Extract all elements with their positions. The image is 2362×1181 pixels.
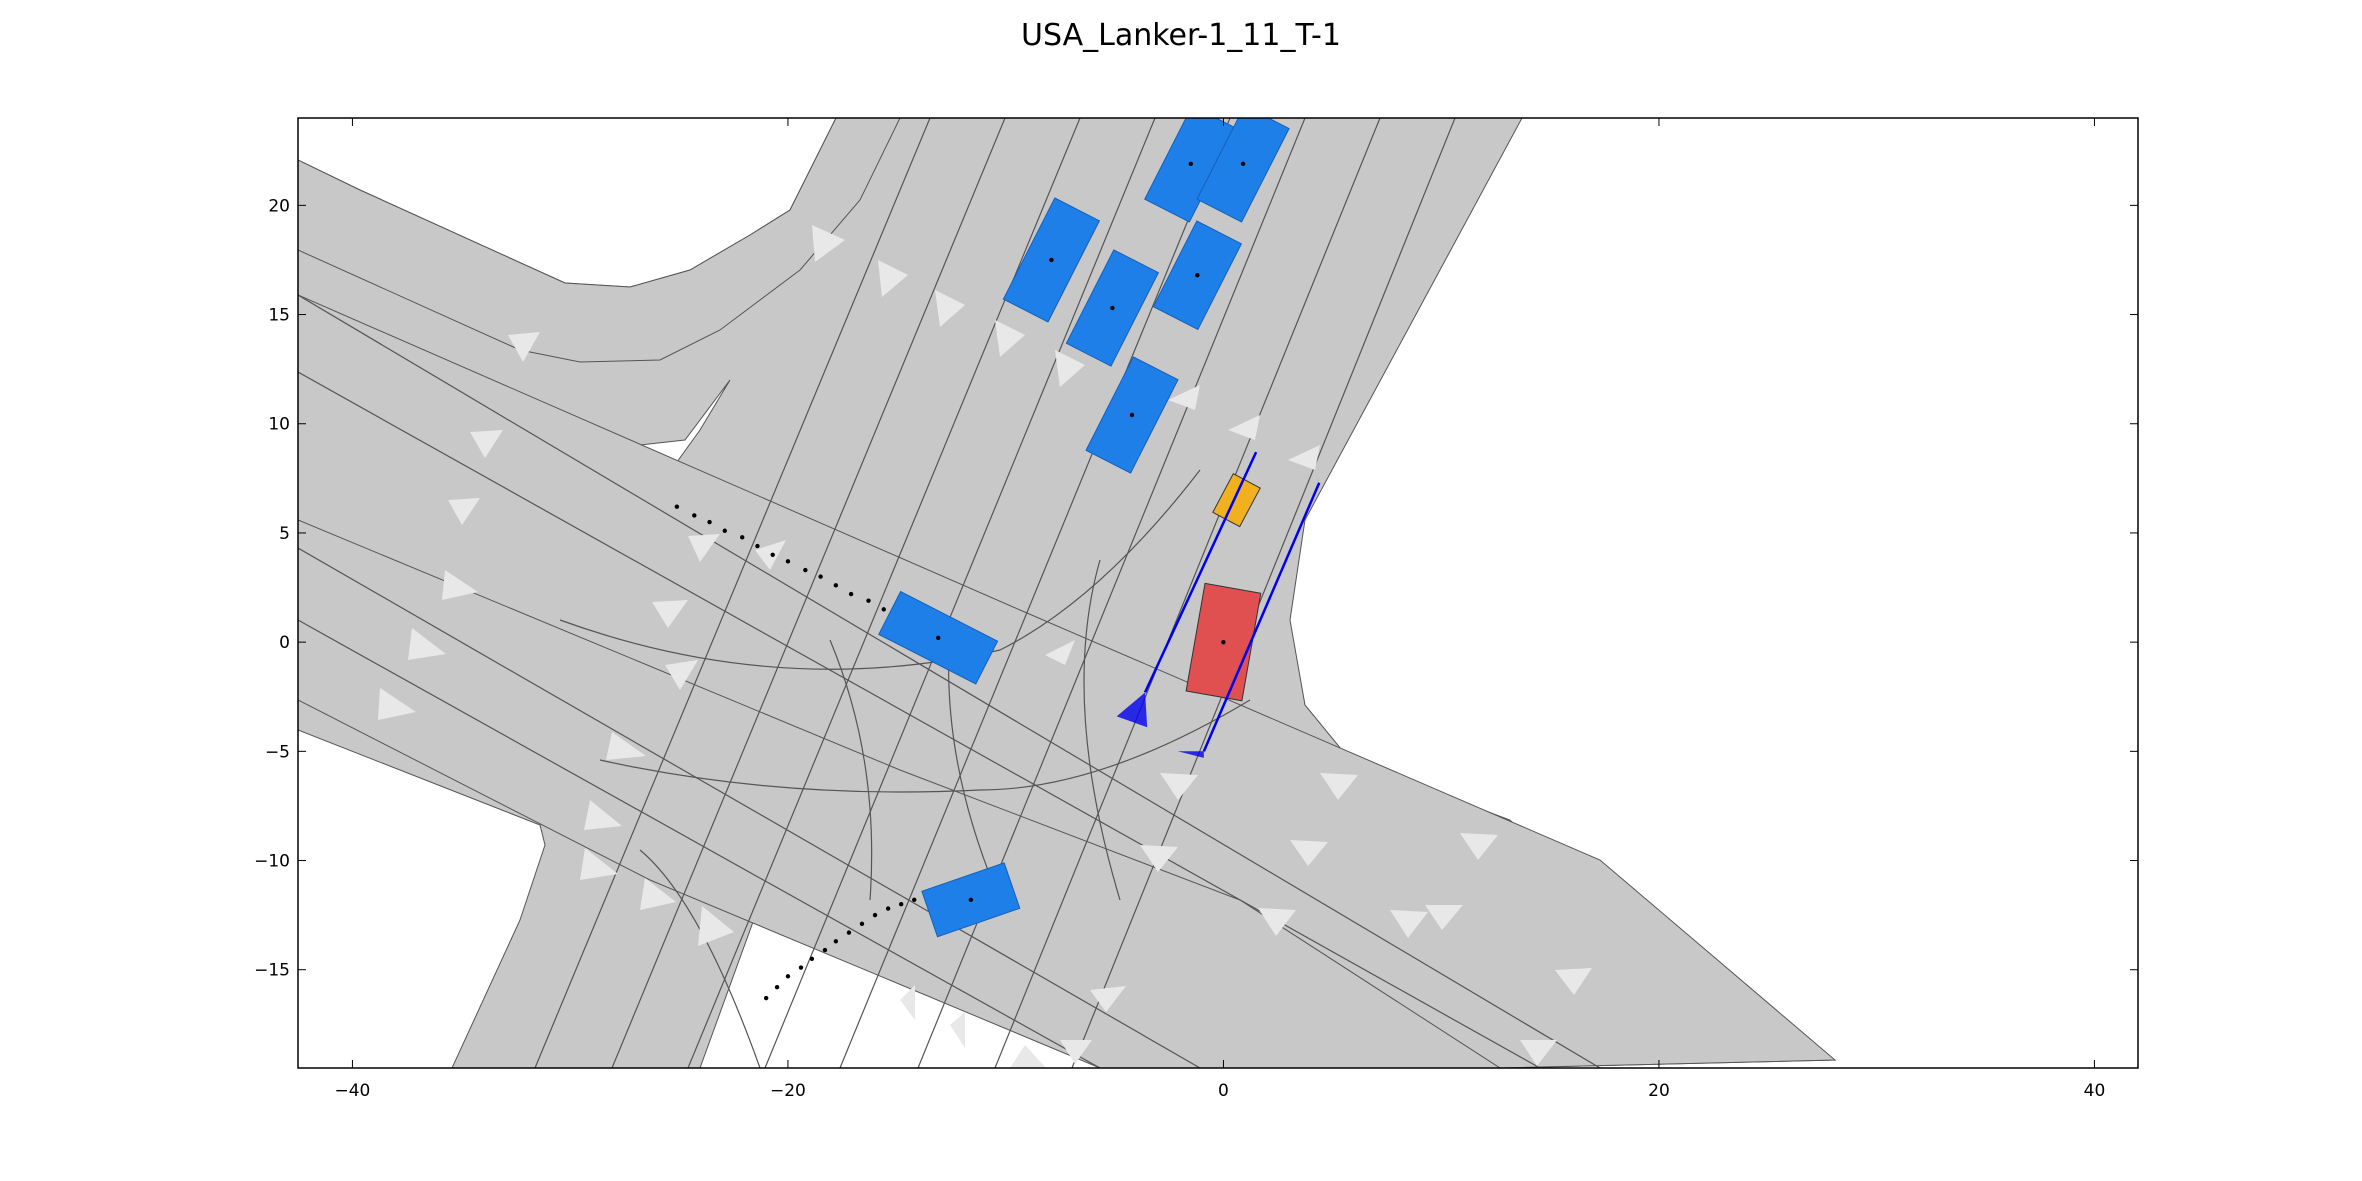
obstacle-center-point	[1195, 273, 1200, 278]
sensor-cone	[1116, 692, 1148, 728]
trajectory-point	[833, 583, 839, 588]
trajectory-point	[848, 591, 854, 597]
obstacle-vehicles	[878, 118, 1290, 938]
obstacle-center-point	[1129, 412, 1135, 418]
sensor-ray	[1143, 451, 1258, 693]
obstacle-vehicle	[1144, 118, 1238, 223]
lane-arrows	[378, 225, 1592, 1068]
y-tick-label: 20	[268, 196, 290, 216]
trajectory-point	[872, 912, 878, 918]
trajectory-point	[818, 574, 823, 579]
obstacle-vehicle	[1196, 118, 1290, 223]
x-tick-label: 0	[1218, 1081, 1229, 1101]
road-network	[298, 118, 1837, 1068]
ego-center-point	[1221, 639, 1226, 645]
y-tick-label: 5	[279, 524, 290, 544]
y-axis: 20 15 10 5 0 −5 −10 −15	[254, 196, 2138, 981]
y-tick-label: 0	[279, 633, 290, 653]
trajectory-point	[763, 995, 769, 1001]
x-axis: −40 −20 0 20 40	[334, 118, 2105, 1101]
obstacle-center-point	[1240, 161, 1246, 167]
pedestrian-obstacle	[1212, 473, 1261, 528]
trajectory-point	[674, 504, 680, 509]
trajectory-point	[833, 939, 839, 944]
trajectory-point	[774, 984, 780, 990]
trajectory-point	[846, 930, 852, 935]
trajectory-point	[707, 519, 712, 525]
x-tick-label: −40	[334, 1081, 370, 1101]
obstacle-center-point	[1110, 305, 1115, 311]
trajectory-point	[740, 535, 745, 540]
trajectory-point	[798, 965, 804, 970]
trajectory-point	[692, 513, 697, 518]
trajectory-point	[822, 947, 828, 953]
sensor-layer	[1116, 451, 1321, 758]
x-tick-label: 40	[2084, 1081, 2106, 1101]
trajectory-point	[859, 921, 865, 927]
obstacle-center-point	[968, 897, 974, 903]
trajectory-point	[809, 956, 815, 962]
axes-frame	[297, 117, 2139, 1069]
obstacle-center-point	[1049, 257, 1054, 263]
y-tick-label: −10	[254, 852, 290, 872]
road-ramp-left	[298, 118, 901, 363]
trajectory-point	[881, 607, 886, 612]
y-tick-label: 15	[268, 306, 290, 326]
trajectory-point	[885, 906, 891, 911]
obstacle-center-point	[1188, 161, 1193, 167]
trajectory-point	[912, 897, 917, 903]
x-tick-label: 20	[1648, 1081, 1670, 1101]
trajectory-point	[755, 543, 760, 549]
trajectory-point	[785, 974, 791, 979]
trajectory-point	[722, 528, 727, 533]
figure-title: USA_Lanker-1_11_T-1	[1021, 18, 1341, 53]
y-tick-label: −5	[265, 742, 290, 762]
y-tick-label: −15	[254, 961, 290, 981]
trajectory-point	[803, 567, 808, 573]
y-tick-label: 10	[268, 415, 290, 435]
trajectory-point	[898, 902, 904, 907]
x-tick-label: −20	[770, 1081, 806, 1101]
sensor-ray	[1202, 482, 1321, 752]
trajectory-point	[866, 598, 871, 603]
road-east-west-lower	[298, 519, 1501, 1068]
trajectory-point	[785, 559, 791, 564]
ego-layer	[1185, 473, 1262, 702]
trajectory-point	[770, 552, 775, 557]
obstacle-center-point	[935, 635, 941, 640]
sensor-cone	[1177, 751, 1204, 758]
